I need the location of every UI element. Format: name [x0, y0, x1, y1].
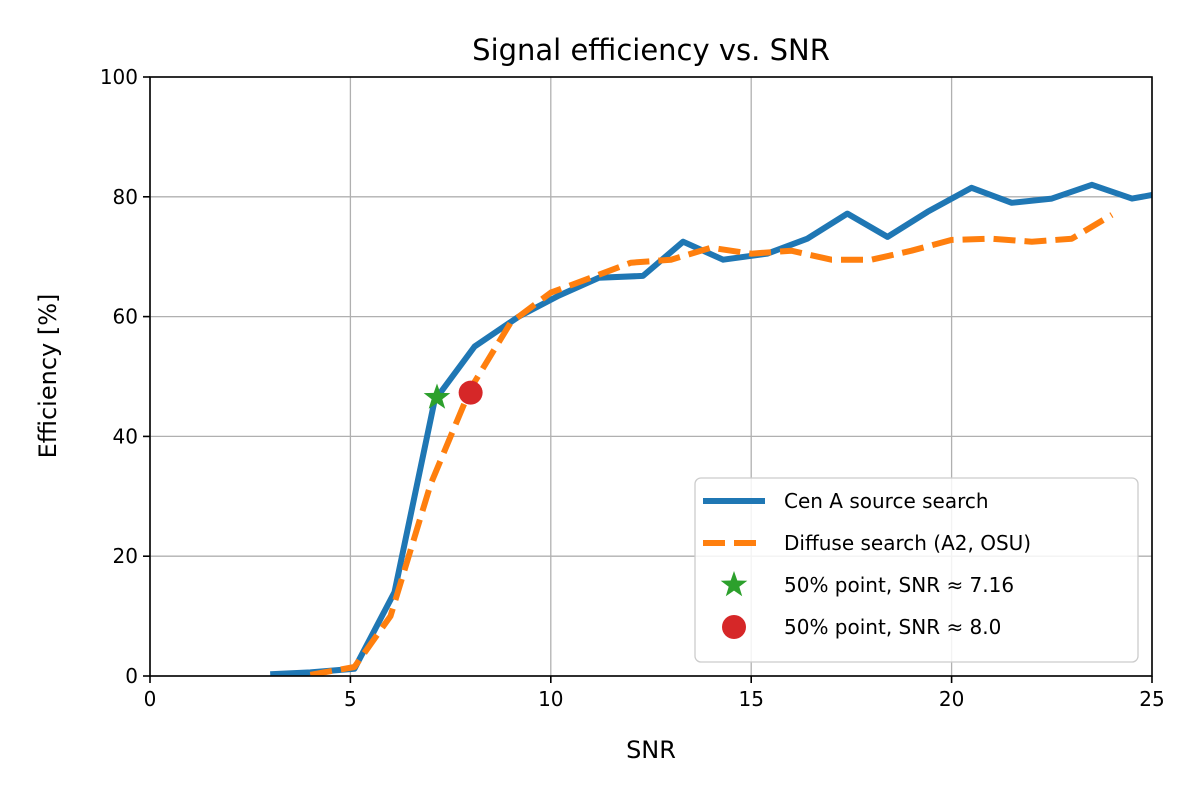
legend-label: 50% point, SNR ≈ 7.16 [784, 573, 1014, 597]
y-tick-label: 20 [113, 544, 138, 568]
x-tick-label: 20 [939, 687, 964, 711]
legend-label: Cen A source search [784, 489, 989, 513]
diffuse-series-line [309, 212, 1114, 676]
legend-box [694, 477, 1139, 663]
legend-circle-marker [722, 615, 746, 639]
series-layer [270, 181, 1152, 676]
legend: Cen A source search Diffuse search (A2, O… [694, 477, 1139, 663]
x-tick-label: 25 [1139, 687, 1164, 711]
x-tick-label: 5 [344, 687, 357, 711]
circle-marker-point [458, 380, 483, 405]
chart-title: Signal efficiency vs. SNR [472, 33, 830, 67]
y-axis-label: Efficiency [%] [34, 294, 62, 459]
star-marker-point [423, 383, 451, 409]
x-axis-label: SNR [626, 736, 676, 764]
y-tick-label: 60 [113, 305, 138, 329]
y-tick-label: 100 [100, 65, 138, 89]
y-tick-label: 40 [113, 424, 138, 448]
legend-star-marker [720, 571, 748, 597]
x-tick-label: 15 [738, 687, 763, 711]
axis-ticks: 0 5 10 15 20 25 0 20 40 60 80 100 [100, 65, 1165, 711]
x-tick-label: 10 [538, 687, 563, 711]
legend-label: 50% point, SNR ≈ 8.0 [784, 615, 1001, 639]
y-tick-label: 0 [125, 664, 138, 688]
legend-label: Diffuse search (A2, OSU) [784, 531, 1031, 555]
x-tick-label: 0 [144, 687, 157, 711]
plot-frame [149, 76, 1153, 677]
y-tick-label: 80 [113, 185, 138, 209]
cen-a-series-line [270, 181, 1152, 676]
